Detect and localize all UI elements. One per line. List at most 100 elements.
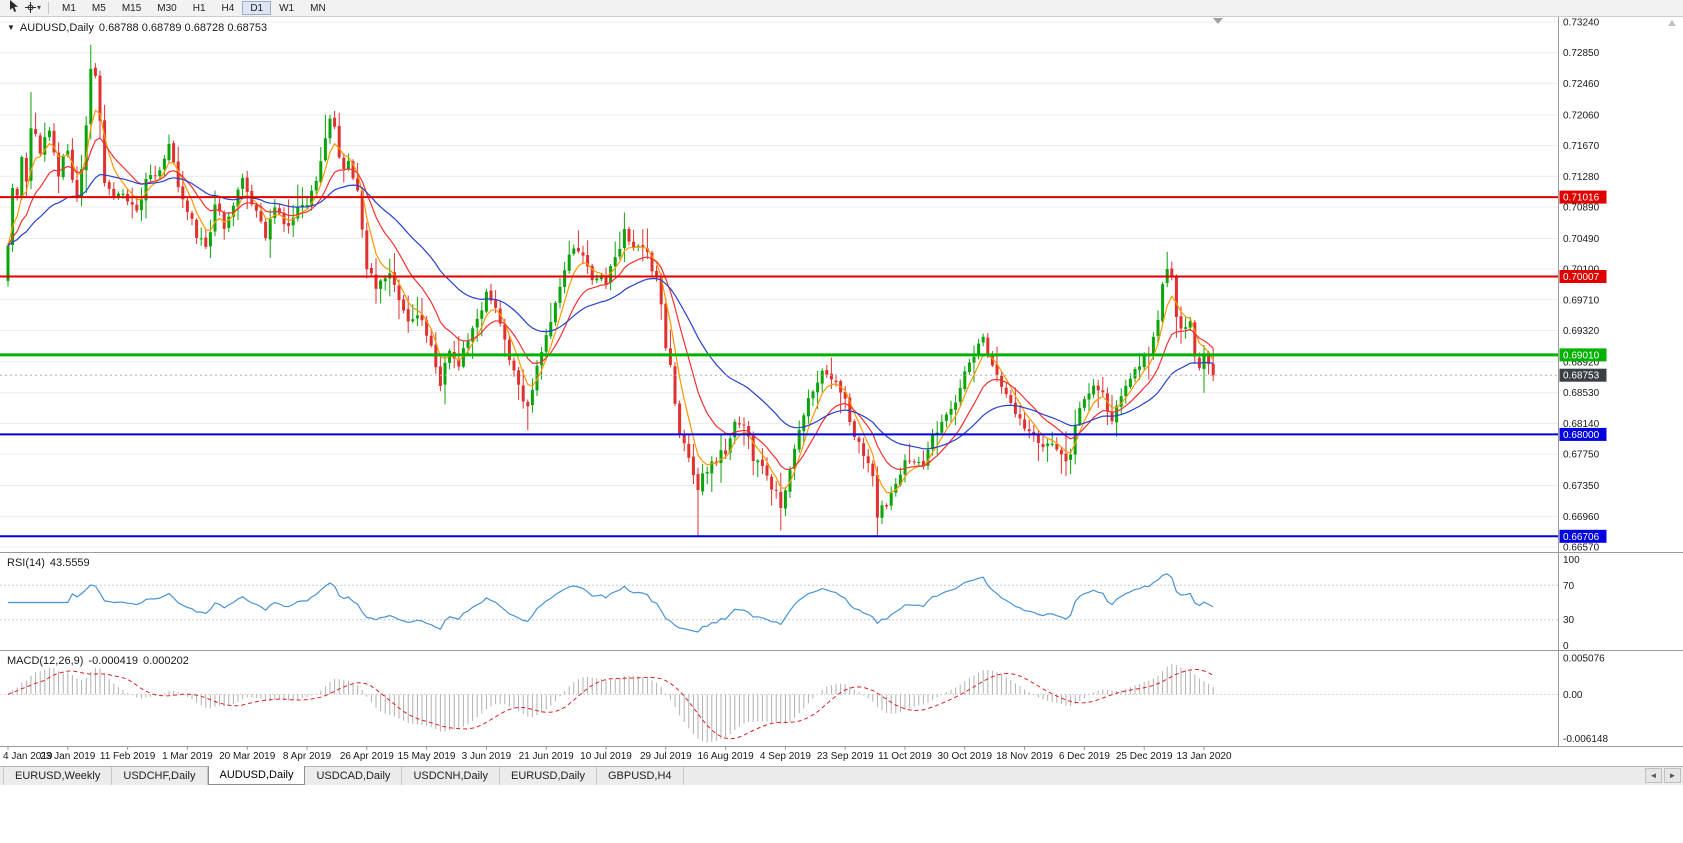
price-gridlines [0, 21, 1558, 548]
svg-text:10 Jul 2019: 10 Jul 2019 [580, 751, 632, 762]
svg-text:11 Oct 2019: 11 Oct 2019 [878, 751, 932, 762]
svg-text:70: 70 [1563, 581, 1575, 592]
chart-region: 0.73240 0.72850 0.72460 0.72060 0.71670 0.712… [0, 17, 1683, 766]
pointer-icon [8, 0, 19, 16]
svg-text:0.72850: 0.72850 [1563, 48, 1600, 59]
svg-text:0.00: 0.00 [1563, 690, 1583, 701]
svg-text:-0.006148: -0.006148 [1563, 734, 1608, 745]
toolbar-separator [48, 2, 49, 14]
tab-scroll-left-button[interactable]: ◄ [1645, 768, 1662, 783]
svg-text:4 Jan 2019: 4 Jan 2019 [3, 751, 53, 762]
svg-text:20 Mar 2019: 20 Mar 2019 [219, 751, 276, 762]
svg-text:0.69320: 0.69320 [1563, 326, 1600, 337]
svg-text:0.72460: 0.72460 [1563, 79, 1600, 90]
timeframe-m5-button[interactable]: M5 [84, 1, 114, 15]
svg-text:30: 30 [1563, 615, 1575, 626]
svg-text:0.68920: 0.68920 [1563, 358, 1600, 369]
tab-usdcad-daily[interactable]: USDCAD,Daily [305, 767, 403, 785]
svg-text:0.005076: 0.005076 [1563, 653, 1605, 664]
svg-text:11 Feb 2019: 11 Feb 2019 [100, 751, 156, 762]
macd-name: MACD(12,26,9) [7, 655, 84, 667]
tab-gbpusd-h4[interactable]: GBPUSD,H4 [597, 767, 684, 785]
moving-average-lines [7, 109, 1214, 494]
candles-layer [6, 44, 1215, 537]
svg-text:0.73240: 0.73240 [1563, 18, 1600, 29]
svg-text:100: 100 [1563, 555, 1580, 566]
macd-histogram [12, 664, 1214, 743]
svg-text:30 Oct 2019: 30 Oct 2019 [938, 751, 993, 762]
svg-text:0.70890: 0.70890 [1563, 203, 1600, 214]
panel-borders [0, 17, 1683, 747]
svg-text:0.68753: 0.68753 [1563, 371, 1600, 382]
tab-eurusd-weekly[interactable]: EURUSD,Weekly [3, 767, 113, 785]
svg-text:0: 0 [1563, 641, 1569, 652]
tab-scroll-right-button[interactable]: ► [1664, 768, 1681, 783]
svg-text:23 Sep 2019: 23 Sep 2019 [817, 751, 874, 762]
svg-text:26 Apr 2019: 26 Apr 2019 [340, 751, 394, 762]
tab-scroll-controls: ◄ ► [1645, 768, 1681, 783]
rsi-name: RSI(14) [7, 557, 45, 569]
svg-text:0.67350: 0.67350 [1563, 481, 1600, 492]
svg-text:0.66570: 0.66570 [1563, 543, 1600, 554]
tab-usdcnh-daily[interactable]: USDCNH,Daily [402, 767, 500, 785]
macd-signal-line [7, 668, 1214, 740]
chart-canvas[interactable]: 0.73240 0.72850 0.72460 0.72060 0.71670 0.712… [0, 17, 1683, 766]
svg-text:18 Nov 2019: 18 Nov 2019 [996, 751, 1053, 762]
timeframe-mn-button[interactable]: MN [302, 1, 334, 15]
svg-text:0.70490: 0.70490 [1563, 234, 1600, 245]
rsi-line [8, 573, 1214, 633]
macd-indicator-label: MACD(12,26,9) -0.000419 0.000202 [7, 655, 189, 667]
svg-text:0.68140: 0.68140 [1563, 419, 1600, 430]
svg-text:21 Jun 2019: 21 Jun 2019 [519, 751, 574, 762]
svg-text:0.66960: 0.66960 [1563, 512, 1600, 523]
svg-text:4 Sep 2019: 4 Sep 2019 [760, 751, 812, 762]
svg-text:13 Jan 2020: 13 Jan 2020 [1176, 751, 1231, 762]
chart-tab-bar: EURUSD,Weekly USDCHF,Daily AUDUSD,Daily … [0, 766, 1683, 785]
svg-text:3 Jun 2019: 3 Jun 2019 [462, 751, 512, 762]
svg-text:25 Dec 2019: 25 Dec 2019 [1116, 751, 1173, 762]
tab-audusd-daily[interactable]: AUDUSD,Daily [207, 766, 306, 785]
timeframe-m15-button[interactable]: M15 [114, 1, 149, 15]
svg-text:0.68000: 0.68000 [1563, 430, 1600, 441]
tab-eurusd-daily[interactable]: EURUSD,Daily [500, 767, 597, 785]
rsi-value: 43.5559 [49, 557, 90, 569]
timeframe-m30-button[interactable]: M30 [149, 1, 184, 15]
tab-usdchf-daily[interactable]: USDCHF,Daily [112, 767, 208, 785]
timeframe-w1-button[interactable]: W1 [271, 1, 302, 15]
svg-text:0.71280: 0.71280 [1563, 172, 1600, 183]
svg-text:0.70007: 0.70007 [1563, 272, 1600, 283]
price-axis[interactable]: 0.73240 0.72850 0.72460 0.72060 0.71670 0.712… [1563, 18, 1600, 554]
macd-axis[interactable]: 0.005076 0.00 -0.006148 [1563, 653, 1608, 745]
svg-text:0.69710: 0.69710 [1563, 295, 1600, 306]
macd-main-value: -0.000419 [88, 655, 138, 667]
svg-text:0.69010: 0.69010 [1563, 350, 1600, 361]
svg-text:16 Aug 2019: 16 Aug 2019 [698, 751, 755, 762]
rsi-axis[interactable]: 100 70 30 0 [1563, 555, 1580, 652]
macd-signal-value: 0.000202 [142, 655, 189, 667]
svg-text:0.66706: 0.66706 [1563, 532, 1600, 543]
chevron-down-icon: ▾ [36, 3, 41, 12]
chart-title: ▼ AUDUSD,Daily 0.68788 0.68789 0.68728 0… [7, 22, 267, 34]
svg-text:23 Jan 2019: 23 Jan 2019 [40, 751, 95, 762]
axis-top-marker [1668, 20, 1676, 26]
chart-toolbar: ▾ M1 M5 M15 M30 H1 H4 D1 W1 MN [0, 0, 1683, 17]
svg-text:0.71670: 0.71670 [1563, 141, 1600, 152]
chart-symbol-label: AUDUSD,Daily [19, 22, 94, 34]
chart-context-icon: ▼ [7, 23, 15, 32]
timeframe-m1-button[interactable]: M1 [54, 1, 84, 15]
chart-shift-marker [1213, 18, 1223, 24]
timeframe-h4-button[interactable]: H4 [214, 1, 243, 15]
svg-text:6 Dec 2019: 6 Dec 2019 [1059, 751, 1111, 762]
horizontal-level-lines[interactable] [0, 196, 1558, 538]
svg-text:15 May 2019: 15 May 2019 [398, 751, 456, 762]
svg-text:0.72060: 0.72060 [1563, 110, 1600, 121]
svg-text:0.68530: 0.68530 [1563, 388, 1600, 399]
pointer-tool-button[interactable] [3, 0, 23, 16]
timeframe-h1-button[interactable]: H1 [185, 1, 214, 15]
draw-tool-button[interactable]: ▾ [23, 1, 43, 16]
timeframe-d1-button[interactable]: D1 [242, 1, 272, 15]
svg-text:8 Apr 2019: 8 Apr 2019 [283, 751, 332, 762]
price-axis-badges: 0.71016 0.70007 0.69010 0.68000 0.66706 0.687… [1559, 190, 1607, 543]
